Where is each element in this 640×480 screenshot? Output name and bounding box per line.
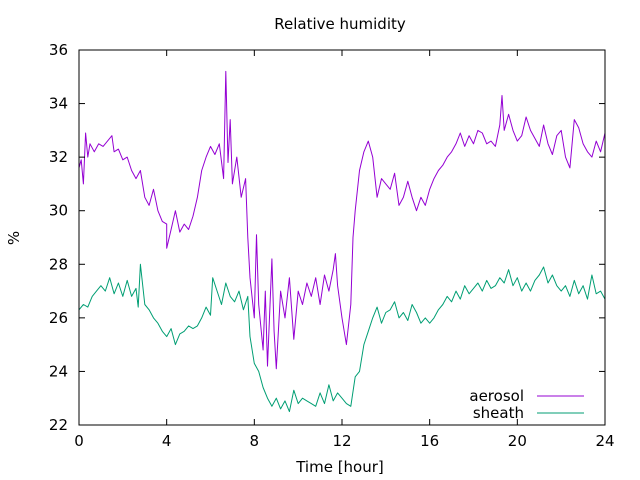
chart-title: Relative humidity	[274, 15, 406, 33]
y-tick-label: 34	[49, 95, 68, 113]
y-tick-label: 24	[49, 362, 68, 380]
x-tick-label: 16	[420, 432, 439, 450]
x-tick-label: 0	[74, 432, 84, 450]
x-tick-label: 24	[595, 432, 614, 450]
x-tick-label: 20	[508, 432, 527, 450]
y-tick-label: 36	[49, 41, 68, 59]
plot-area: 0 4 8 12 16 20 24 22 24 26 28 30 32 34 36	[49, 41, 615, 450]
x-axis-ticks: 0 4 8 12 16 20 24	[74, 50, 615, 450]
y-tick-label: 32	[49, 148, 68, 166]
series-line-sheath	[78, 263, 606, 413]
y-tick-label: 30	[49, 202, 68, 220]
x-tick-label: 8	[250, 432, 260, 450]
y-tick-label: 26	[49, 309, 68, 327]
y-tick-label: 28	[49, 255, 68, 273]
series-layer	[78, 70, 606, 413]
x-tick-label: 12	[332, 432, 351, 450]
y-tick-label: 22	[49, 416, 68, 434]
x-axis-label: Time [hour]	[295, 458, 384, 476]
series-line-aerosol	[78, 70, 606, 370]
y-axis-label: %	[5, 231, 23, 245]
y-axis-ticks: 22 24 26 28 30 32 34 36	[49, 41, 605, 434]
plot-frame	[78, 49, 606, 426]
legend-label-aerosol: aerosol	[469, 387, 524, 405]
legend-label-sheath: sheath	[473, 404, 524, 422]
x-tick-label: 4	[162, 432, 172, 450]
